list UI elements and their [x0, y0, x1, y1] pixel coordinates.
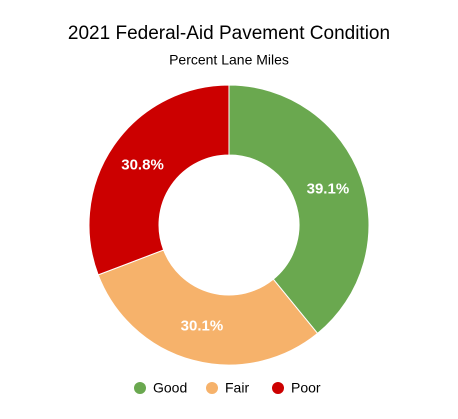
legend-label: Good — [153, 380, 187, 396]
chart-title: 2021 Federal-Aid Pavement Condition — [68, 23, 390, 44]
legend-swatch — [272, 382, 284, 394]
legend-label: Fair — [225, 380, 249, 396]
slice — [88, 84, 230, 276]
chart-subtitle: Percent Lane Miles — [169, 52, 289, 68]
legend-label: Poor — [291, 380, 321, 396]
value-label: 39.1% — [307, 181, 350, 198]
slice — [97, 249, 319, 366]
legend-swatch — [206, 382, 218, 394]
value-label: 30.8% — [121, 156, 164, 173]
slice — [228, 84, 370, 335]
value-label: 30.1% — [181, 317, 224, 334]
legend-swatch — [134, 382, 146, 394]
